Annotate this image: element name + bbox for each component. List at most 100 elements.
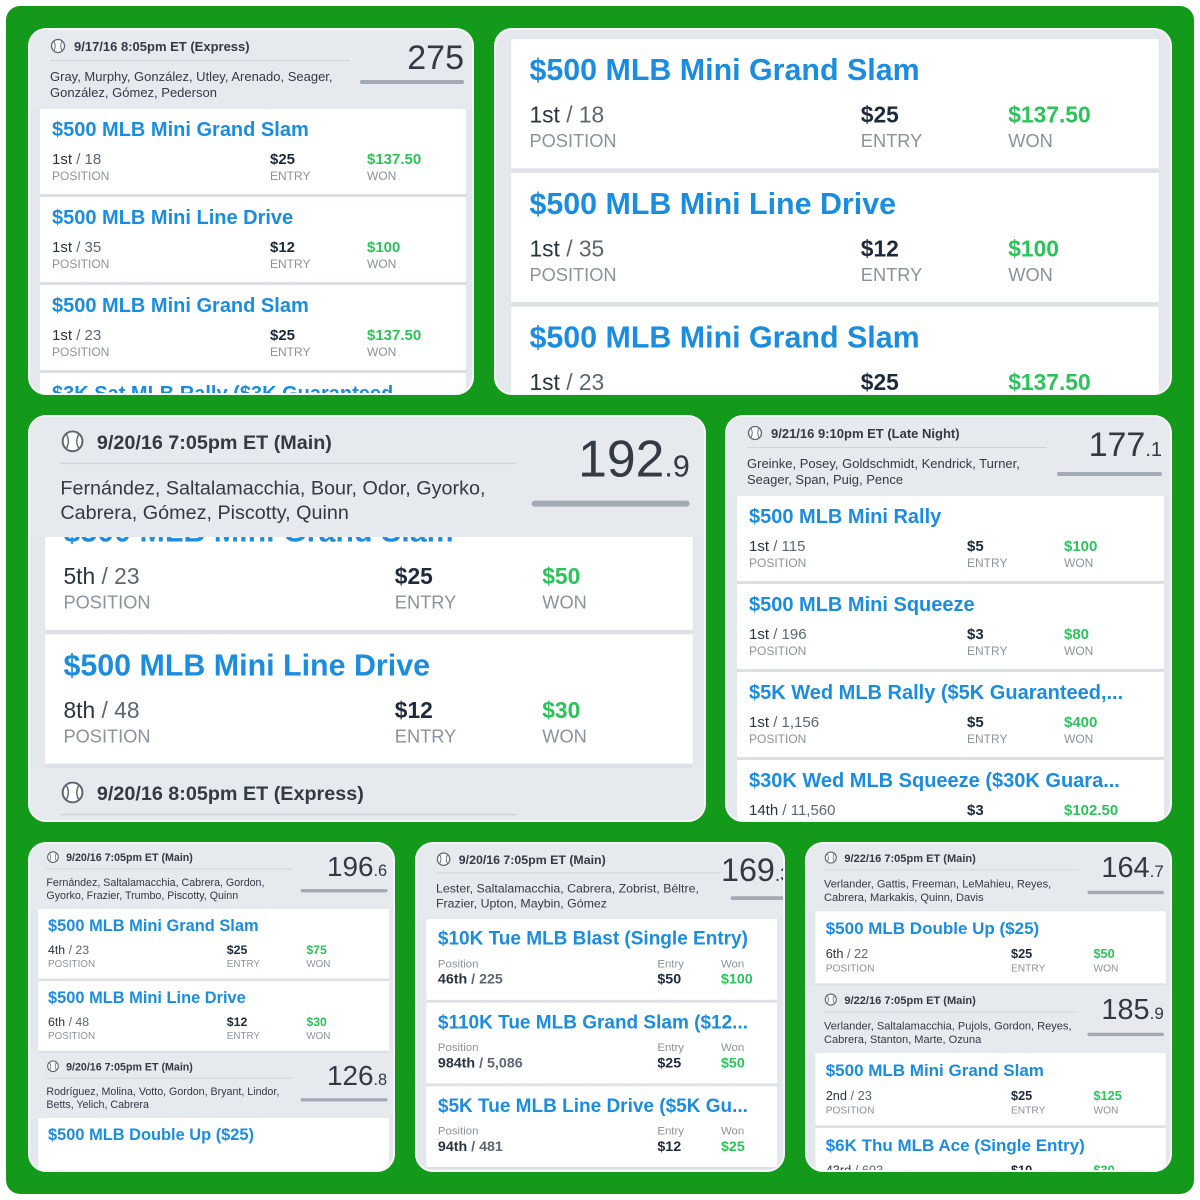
entry-label: ENTRY: [394, 591, 457, 614]
baseball-icon: [47, 851, 59, 863]
winnings: $50: [1093, 946, 1115, 962]
contest-card: $500 MLB Double Up ($25) 6th / 22 $25 $50 PO…: [815, 911, 1166, 986]
app-panel: 9/22/16 7:05pm ET (Main) Verlander, Gatti…: [805, 842, 1172, 1172]
total-entries: / 18: [76, 151, 102, 168]
fantasy-score: 169.3: [721, 853, 783, 893]
won-label: Won: [721, 1124, 745, 1138]
position-value: 5th / 23: [63, 564, 139, 590]
won-label: WON: [367, 169, 397, 183]
entry-fee: $25: [270, 151, 296, 168]
contest-list: $500 MLB Mini Grand Slam 2nd / 23 $25 $125 P…: [815, 1053, 1166, 1172]
total-entries: / 22: [846, 946, 869, 962]
contest-name: $500 MLB Mini Line Drive: [529, 188, 897, 222]
panel-content: $500 MLB Mini Grand Slam 1st / 18 $25 $137.…: [496, 30, 1170, 395]
contest-card: $6K Thu MLB Ace (Single Entry) 43rd / 693…: [816, 1128, 1166, 1172]
entry-fee: $5: [967, 538, 984, 555]
slate-date-text: 9/22/16 7:05pm ET (Main): [844, 851, 976, 864]
slate-date: 9/17/16 8:05pm ET (Express): [50, 38, 350, 61]
fantasy-score: 164.7: [1079, 853, 1164, 888]
score-decimal: .3: [774, 864, 783, 886]
place: 1st: [529, 236, 560, 263]
position-value: 43rd / 693: [826, 1164, 883, 1170]
slate-score: 177.1: [1047, 425, 1162, 488]
place: 46th: [437, 971, 468, 988]
slate-score: 126.8: [292, 1060, 388, 1112]
contest-name: $500 MLB Mini Line Drive: [48, 989, 246, 1008]
winnings: $30: [1093, 1163, 1115, 1172]
position-label: POSITION: [749, 732, 807, 746]
stat-values: 984th / 5,086 $25 $50: [438, 1055, 766, 1072]
position-value: 1st / 196: [749, 626, 807, 643]
score-bar: [300, 889, 388, 893]
slate-info: 9/17/16 8:05pm ET (Express) Gray, Murphy,…: [50, 38, 350, 101]
winnings: $50: [721, 1054, 745, 1072]
won-label: WON: [306, 1030, 331, 1042]
position-value: 1st / 23: [52, 327, 101, 344]
entry-fee: $25: [657, 1054, 682, 1072]
slate-date-text: 9/22/16 7:05pm ET (Main): [844, 993, 976, 1006]
stat-labels: POSITION ENTRY WON: [63, 592, 674, 615]
place: 4th: [48, 943, 66, 958]
winnings: $137.50: [1008, 370, 1091, 395]
slate-date: 9/22/16 7:05pm ET (Main): [824, 851, 1079, 871]
contest-card: $500 MLB Mini Grand Slam 2nd / 23 $25 $125 P…: [815, 1053, 1166, 1128]
total-entries: / 115: [773, 538, 806, 555]
fantasy-score: 275: [350, 40, 464, 76]
contest-name: $500 MLB Mini Grand Slam: [52, 295, 309, 317]
won-label: WON: [1064, 644, 1094, 658]
lineup-players: Verlander, Gattis, Freeman, LeMahieu, Re…: [824, 877, 1052, 904]
won-label: WON: [542, 725, 587, 747]
entry-label: ENTRY: [270, 345, 311, 359]
contest-name: $10K Tue MLB Blast (Single Entry): [437, 928, 748, 950]
lineup-players: Greinke, Posey, Goldschmidt, Kendrick, T…: [747, 456, 1020, 487]
contest-name: $6K Thu MLB Ace (Single Entry): [825, 1136, 1085, 1156]
entry-fee: $25: [860, 370, 899, 395]
contest-card: $500 MLB Mini Squeeze 1st / 196 $3 $80 POSIT…: [737, 584, 1164, 672]
slate-header: 9/22/16 7:05pm ET (Main) Verlander, Gatti…: [807, 844, 1170, 912]
entry-fee: $50: [657, 971, 682, 988]
score-bar: [730, 896, 783, 901]
position-value: 1st / 18: [529, 103, 604, 129]
entry-fee: $25: [270, 327, 296, 344]
contest-card: $10K Tue MLB Blast (Single Entry) Positio…: [426, 919, 778, 1003]
entry-fee: $12: [860, 236, 899, 263]
place: 94th: [437, 1138, 468, 1155]
score-bar: [531, 500, 690, 507]
contest-name: $500 MLB Mini Rally: [749, 506, 942, 528]
stat-values: 1st / 18 $25 $137.50: [529, 103, 1140, 130]
slate-score: 275: [350, 38, 464, 101]
total-entries: / 1,156: [773, 714, 820, 731]
stat-values: 46th / 225 $50 $100: [438, 971, 766, 988]
lineup-players: Fernández, Saltalamacchia, Cabrera, Gord…: [46, 875, 265, 902]
entry-fee: $25: [1011, 946, 1033, 962]
baseball-icon: [824, 851, 837, 864]
position-value: 46th / 225: [438, 971, 503, 987]
score-decimal: .7: [1149, 862, 1164, 882]
place: 1st: [529, 102, 560, 129]
slate-date-text: 9/20/16 7:05pm ET (Main): [96, 429, 332, 453]
slate-header: 9/20/16 7:05pm ET (Main) Fernández, Salta…: [30, 844, 393, 909]
contest-list: $500 MLB Mini Rally 1st / 115 $5 $100 POSITI…: [737, 496, 1164, 820]
place: 1st: [52, 327, 73, 344]
contest-list: $500 MLB Mini Grand Slam 1st / 18 $25 $137.…: [511, 39, 1159, 395]
stat-values: 5th / 23 $25 $50: [63, 564, 674, 591]
contest-list: $500 MLB Mini Grand Slam5th / 23$25$50PO…: [45, 500, 693, 769]
position-label: Position: [437, 1040, 479, 1054]
baseball-icon: [47, 1060, 59, 1073]
won-label: WON: [1008, 130, 1053, 152]
stat-values: 1st / 196 $3 $80: [749, 626, 1152, 644]
contest-name: $500 MLB Double Up ($25): [825, 919, 1040, 939]
stat-labels: POSITION ENTRY WON: [749, 556, 1152, 571]
score-whole: 192: [578, 430, 665, 489]
lineup-players: Gray, Murphy, González, Utley, Arenado, …: [50, 69, 333, 100]
position-value: 8th / 48: [63, 698, 139, 724]
contest-name: $500 MLB Mini Grand Slam: [825, 1061, 1044, 1081]
contest-card: $500 MLB Mini Line Drive 6th / 48 $12 $30 PO…: [38, 981, 389, 1054]
entry-fee: $12: [657, 1138, 682, 1155]
stat-values: 14th / 11,560 $3 $102.50: [749, 802, 1152, 820]
slate-score: 196.6: [292, 851, 388, 903]
stat-values: 1st / 35 $12 $100: [52, 239, 454, 257]
place: 6th: [825, 946, 844, 962]
stat-labels: POSITION ENTRY WON: [52, 345, 454, 360]
contest-card: $7K Tue MLB Ace (Single Entry): [427, 1170, 778, 1171]
